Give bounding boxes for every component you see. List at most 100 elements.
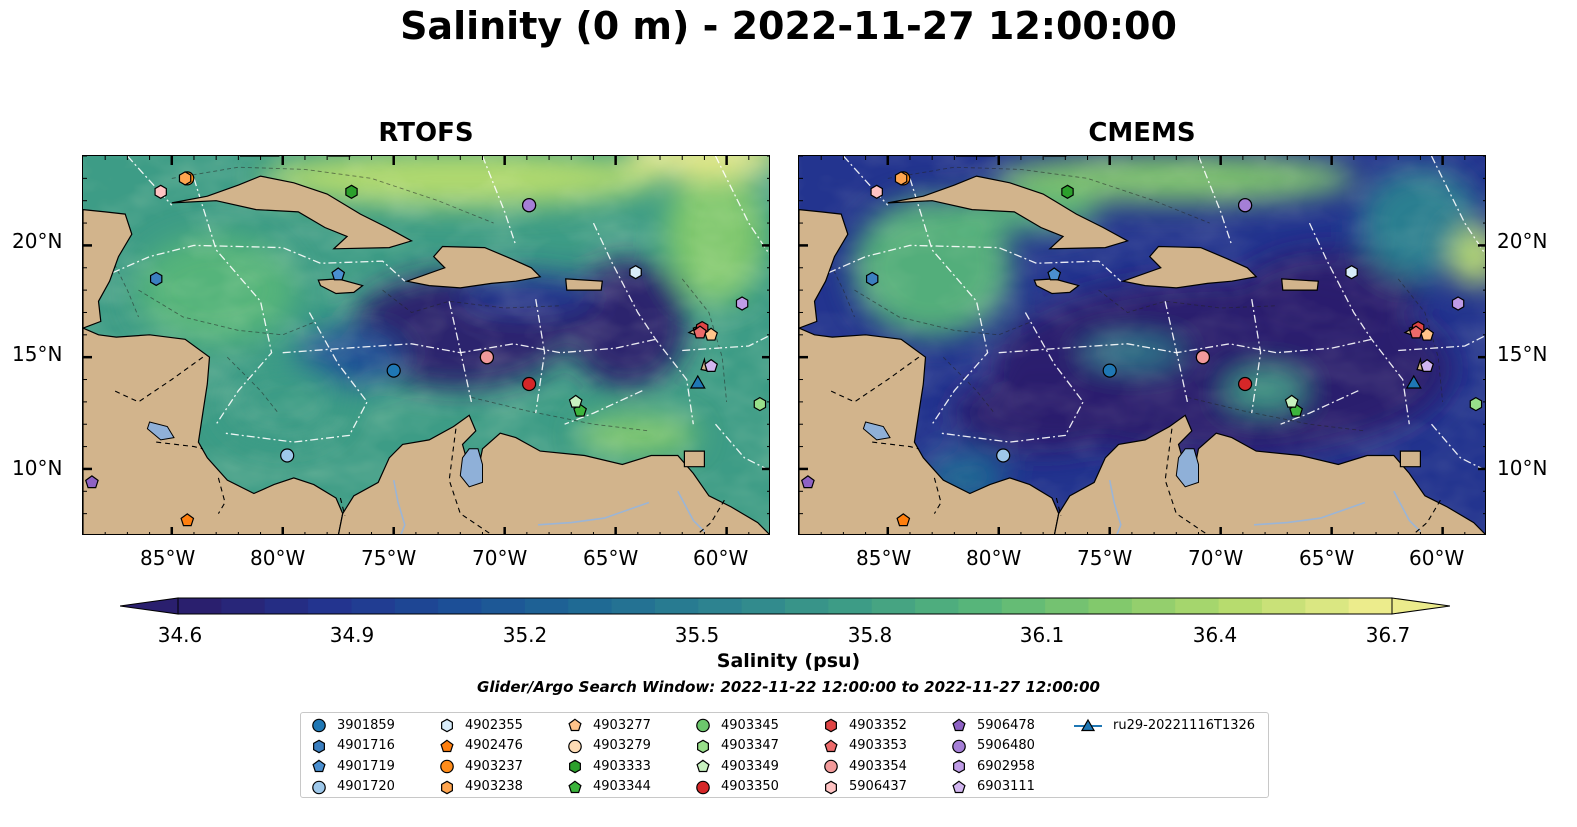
circle-marker-icon [696, 718, 710, 733]
lon-tick-label: 60°W [1409, 546, 1465, 570]
platform-marker-4903238[interactable] [894, 171, 908, 186]
legend-item: 4903349 [695, 758, 779, 774]
platform-marker-4903354[interactable] [479, 350, 494, 365]
platform-marker-4903350[interactable] [522, 376, 537, 392]
platform-marker-6902958[interactable] [735, 296, 749, 311]
platform-marker-4903347[interactable] [1469, 396, 1483, 412]
map-canvas [83, 156, 769, 534]
colorbar-segment [871, 598, 916, 614]
platform-marker-6903111[interactable] [704, 358, 718, 372]
platform-marker-4902355[interactable] [629, 265, 642, 280]
colorbar-extend-low [120, 597, 179, 615]
platform-marker-4903349[interactable] [568, 394, 583, 408]
platform-marker-3901859[interactable] [386, 363, 401, 378]
platform-marker-4903350[interactable] [1238, 376, 1253, 392]
platform-marker-5906480[interactable] [522, 198, 537, 213]
colorbar [120, 597, 1450, 615]
platform-marker-4903349[interactable] [1284, 394, 1299, 408]
lat-tick-label: 20°N [1497, 229, 1548, 253]
lat-tick-label: 20°N [12, 229, 63, 253]
legend-item: 4903344 [567, 779, 651, 795]
platform-marker-4903353[interactable] [693, 325, 707, 339]
platform-marker-4901720[interactable] [280, 448, 295, 463]
map-rtofs[interactable] [82, 155, 770, 535]
legend-item: 5906480 [951, 738, 1035, 754]
colorbar-segment [611, 598, 656, 614]
legend-item: 4903238 [439, 779, 523, 795]
platform-marker-4902476[interactable] [180, 513, 195, 527]
lat-tick-label: 10°N [1497, 456, 1548, 480]
legend-item: 4903352 [823, 717, 907, 733]
pentagon-marker-icon [568, 780, 582, 793]
colorbar-tick-label: 35.5 [674, 623, 720, 647]
platform-marker-4903347[interactable] [753, 396, 767, 412]
legend-label: 6903111 [977, 779, 1035, 794]
platform-legend: 3901859 4901716 4901719 4901720 4902355 49024… [300, 712, 1269, 798]
colorbar-segment [741, 598, 786, 614]
platform-marker-4901720[interactable] [996, 448, 1011, 463]
platform-marker-6903111[interactable] [1420, 358, 1434, 372]
platform-marker-6902958[interactable] [1451, 296, 1465, 311]
platform-marker-5906437[interactable] [870, 184, 883, 199]
platform-marker-4901719[interactable] [1047, 267, 1062, 281]
map-cmems[interactable] [798, 155, 1486, 535]
platform-marker-4902476[interactable] [896, 513, 911, 527]
platform-marker-4901719[interactable] [331, 267, 346, 281]
legend-item: 4903354 [823, 758, 907, 774]
colorbar-segment [1348, 598, 1393, 614]
colorbar-segment [524, 598, 569, 614]
platform-marker-5906480[interactable] [1238, 198, 1253, 213]
legend-item: 6903111 [951, 779, 1035, 795]
colorbar-tick-label: 34.9 [329, 623, 375, 647]
platform-marker-ru29-20221116T1326[interactable] [1405, 374, 1422, 389]
platform-marker-4903354[interactable] [1195, 350, 1210, 365]
platform-marker-4903333[interactable] [345, 184, 358, 199]
platform-marker-4902355[interactable] [1345, 265, 1358, 280]
platform-marker-4901716[interactable] [149, 271, 163, 287]
colorbar-segment [1175, 598, 1220, 614]
lon-tick-label: 65°W [1299, 546, 1355, 570]
platform-marker-4903238[interactable] [178, 171, 192, 186]
legend-label: 4902355 [465, 717, 523, 733]
platform-marker-5906478[interactable] [801, 475, 815, 489]
legend-item: 4903350 [695, 779, 779, 795]
circle-marker-icon [312, 780, 326, 794]
hexagon-marker-icon [825, 718, 837, 733]
legend-item: 4903237 [439, 758, 523, 774]
colorbar-segment [1045, 598, 1090, 614]
platform-marker-4903353[interactable] [1409, 325, 1423, 339]
colorbar-tick-label: 36.7 [1365, 623, 1411, 647]
legend-label: 6902958 [977, 758, 1035, 774]
colorbar-segment [1305, 598, 1350, 614]
legend-label: 4903277 [593, 717, 651, 733]
legend-label: 4903279 [593, 738, 651, 753]
colorbar-frame [177, 597, 1393, 615]
legend-label: 4903347 [721, 738, 779, 753]
legend-label: 4903238 [465, 779, 523, 794]
legend-item: 4901720 [311, 779, 395, 795]
lon-tick-label: 60°W [693, 546, 749, 570]
platform-marker-5906478[interactable] [85, 475, 99, 489]
platform-marker-4901716[interactable] [865, 271, 879, 287]
platform-marker-3901859[interactable] [1102, 363, 1117, 378]
pentagon-marker-icon [440, 739, 454, 752]
platform-marker-ru29-20221116T1326[interactable] [689, 374, 706, 389]
glider-track-icon [1074, 718, 1102, 732]
hexagon-marker-icon [313, 739, 325, 753]
colorbar-segment [308, 598, 353, 614]
legend-label: 4903237 [465, 758, 523, 774]
circle-marker-icon [312, 718, 326, 733]
panel-title-rtofs: RTOFS [378, 118, 474, 148]
colorbar-tick-label: 34.6 [157, 623, 203, 647]
legend-item: 4903279 [567, 738, 651, 754]
colorbar-segment [264, 598, 309, 614]
hexagon-marker-icon [441, 780, 453, 794]
legend-item: 4903277 [567, 717, 651, 733]
colorbar-tick-label: 35.8 [847, 623, 893, 647]
legend-label: 4903352 [849, 717, 907, 733]
platform-marker-5906437[interactable] [154, 184, 167, 199]
legend-label: 4901719 [337, 758, 395, 774]
panel-title-cmems: CMEMS [1088, 118, 1196, 148]
platform-marker-4903333[interactable] [1061, 184, 1074, 199]
hexagon-marker-icon [569, 759, 581, 774]
